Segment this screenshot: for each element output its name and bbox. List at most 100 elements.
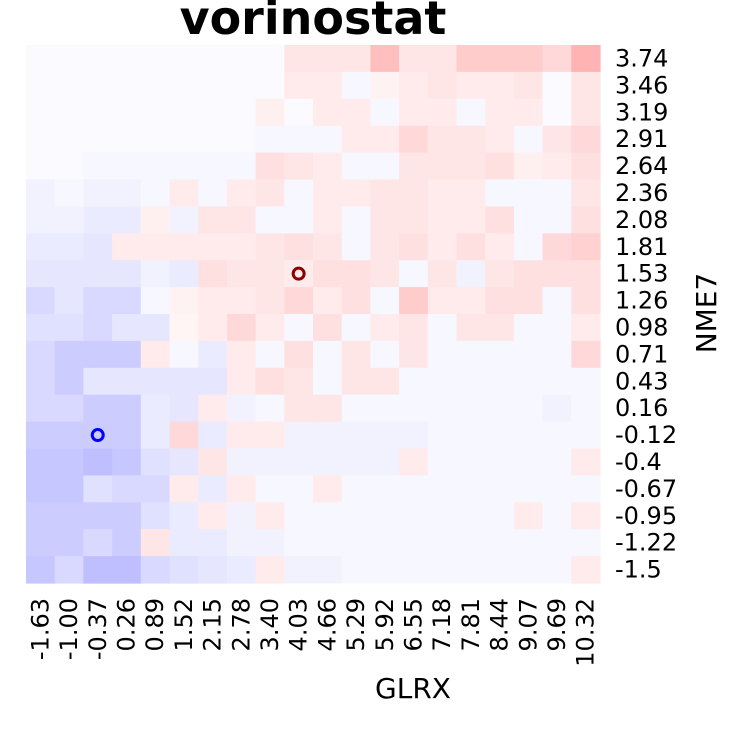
heatmap-cell xyxy=(427,475,458,503)
heatmap-cell xyxy=(542,45,572,73)
heatmap-cell xyxy=(485,98,515,127)
heatmap-cell xyxy=(341,314,371,342)
heatmap-cell xyxy=(198,394,228,423)
heatmap-cell xyxy=(198,71,228,100)
heatmap-cell xyxy=(456,260,486,288)
heatmap-cell xyxy=(542,152,572,181)
heatmap-cell xyxy=(26,125,56,154)
heatmap-cell xyxy=(313,475,343,503)
heatmap-cell xyxy=(513,314,544,342)
heatmap-cell xyxy=(341,287,371,315)
heatmap-cell xyxy=(513,179,544,207)
heatmap-cell xyxy=(341,71,371,100)
heatmap-cell xyxy=(140,314,171,342)
heatmap-cell xyxy=(112,125,142,154)
heatmap-cell xyxy=(169,394,199,423)
heatmap-cell xyxy=(112,206,142,234)
x-tick-label: 9.07 xyxy=(514,598,542,651)
heatmap-cell xyxy=(370,125,400,154)
heatmap-cell xyxy=(169,125,199,154)
heatmap-cell xyxy=(513,125,544,154)
heatmap-cell xyxy=(542,529,572,557)
heatmap-cell xyxy=(112,394,142,423)
heatmap-cell xyxy=(255,233,285,261)
heatmap-cell xyxy=(427,287,458,315)
heatmap-cell xyxy=(542,421,572,450)
heatmap-cell xyxy=(341,45,371,73)
heatmap-cell xyxy=(456,152,486,181)
y-tick-label: 1.53 xyxy=(615,260,668,288)
heatmap-cell xyxy=(427,179,458,207)
heatmap-cell xyxy=(255,287,285,315)
heatmap-cell xyxy=(112,179,142,207)
heatmap-cell xyxy=(485,206,515,234)
heatmap-cell xyxy=(140,556,171,584)
heatmap-cell xyxy=(571,98,601,127)
heatmap-cell xyxy=(169,448,199,476)
heatmap-cell xyxy=(370,529,400,557)
heatmap-cell xyxy=(83,340,113,369)
heatmap-cell xyxy=(226,367,257,396)
heatmap-cell xyxy=(571,529,601,557)
heatmap-cell xyxy=(485,314,515,342)
heatmap-cell xyxy=(83,260,113,288)
heatmap-cell xyxy=(284,206,314,234)
heatmap-cell xyxy=(456,98,486,127)
heatmap-cell xyxy=(427,45,458,73)
heatmap-cell xyxy=(513,556,544,584)
heatmap-cell xyxy=(485,448,515,476)
heatmap-cell xyxy=(54,448,84,476)
heatmap-cell xyxy=(513,71,544,100)
heatmap-cell xyxy=(399,448,429,476)
heatmap-cell xyxy=(169,314,199,342)
heatmap-cell xyxy=(169,233,199,261)
heatmap-cell xyxy=(112,421,142,450)
heatmap-cell xyxy=(571,448,601,476)
heatmap-cell xyxy=(83,206,113,234)
heatmap-cell xyxy=(370,98,400,127)
heatmap-cell xyxy=(140,340,171,369)
heatmap-cell xyxy=(26,502,56,530)
heatmap-cell xyxy=(513,394,544,423)
heatmap-cell xyxy=(140,233,171,261)
heatmap-cell xyxy=(54,556,84,584)
heatmap-cell xyxy=(513,152,544,181)
heatmap-cell xyxy=(226,529,257,557)
heatmap-cell xyxy=(456,340,486,369)
x-tick-label: -0.37 xyxy=(84,598,112,660)
heatmap-cell xyxy=(140,529,171,557)
heatmap-cell xyxy=(140,502,171,530)
heatmap-cell xyxy=(140,125,171,154)
heatmap-cell xyxy=(255,98,285,127)
heatmap-cell xyxy=(26,179,56,207)
heatmap-cell xyxy=(255,314,285,342)
marker-circle xyxy=(90,428,105,443)
heatmap-cell xyxy=(169,71,199,100)
heatmap-cell xyxy=(456,45,486,73)
heatmap-cell xyxy=(341,394,371,423)
heatmap-cell xyxy=(485,71,515,100)
heatmap-cell xyxy=(542,233,572,261)
heatmap-cell xyxy=(26,475,56,503)
heatmap-cell xyxy=(226,233,257,261)
x-tick-label: 0.89 xyxy=(141,598,169,651)
heatmap-cell xyxy=(427,98,458,127)
heatmap-cell xyxy=(26,556,56,584)
heatmap-cell xyxy=(571,502,601,530)
heatmap-cell xyxy=(399,394,429,423)
heatmap-cell xyxy=(571,206,601,234)
heatmap-cell xyxy=(341,475,371,503)
heatmap-cell xyxy=(83,314,113,342)
heatmap-cell xyxy=(571,45,601,73)
heatmap-cell xyxy=(83,529,113,557)
heatmap-cell xyxy=(169,206,199,234)
heatmap-cell xyxy=(427,206,458,234)
x-tick-label: 7.18 xyxy=(428,598,456,651)
heatmap-cell xyxy=(255,179,285,207)
heatmap-cell xyxy=(284,152,314,181)
heatmap-cell xyxy=(427,502,458,530)
heatmap-cell xyxy=(198,98,228,127)
heatmap-cell xyxy=(54,394,84,423)
y-tick-label: 0.16 xyxy=(615,394,668,422)
